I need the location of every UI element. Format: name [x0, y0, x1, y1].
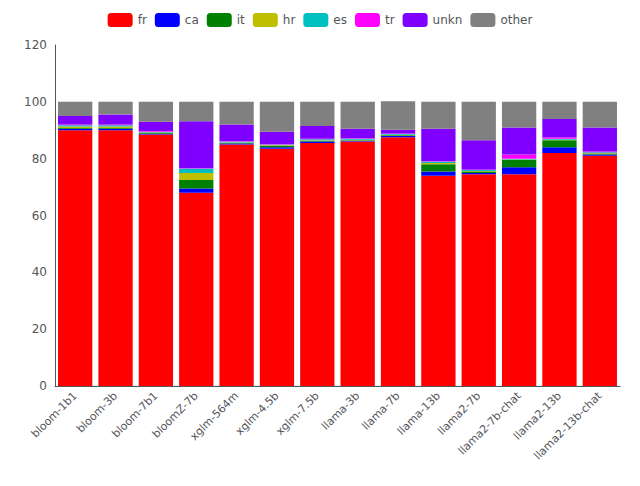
svg-text:llama2-13b-chat: llama2-13b-chat: [531, 389, 604, 462]
svg-text:llama-13b: llama-13b: [394, 389, 443, 438]
svg-text:llama-3b: llama-3b: [319, 389, 362, 432]
svg-text:bloom-7b1: bloom-7b1: [109, 389, 161, 441]
svg-text:es: es: [333, 13, 347, 27]
svg-text:0: 0: [39, 379, 47, 393]
svg-text:tr: tr: [385, 13, 395, 27]
svg-text:bloom-3b: bloom-3b: [74, 389, 121, 436]
svg-text:xglm-4.5b: xglm-4.5b: [233, 389, 282, 438]
svg-text:100: 100: [24, 95, 47, 109]
svg-text:llama-7b: llama-7b: [359, 389, 403, 433]
svg-text:20: 20: [32, 322, 47, 336]
svg-text:40: 40: [32, 265, 47, 279]
svg-text:xglm-564m: xglm-564m: [188, 389, 242, 443]
svg-text:it: it: [237, 13, 245, 27]
svg-text:fr: fr: [138, 13, 147, 27]
svg-text:bloom-1b1: bloom-1b1: [29, 389, 80, 440]
svg-text:bloomZ-7b: bloomZ-7b: [149, 389, 201, 441]
svg-text:ca: ca: [185, 13, 199, 27]
svg-text:60: 60: [32, 209, 47, 223]
svg-text:llama2-7b-chat: llama2-7b-chat: [456, 389, 525, 458]
svg-text:xglm-7.5b: xglm-7.5b: [273, 389, 322, 438]
svg-text:120: 120: [24, 38, 47, 52]
svg-text:80: 80: [32, 152, 47, 166]
svg-text:other: other: [500, 13, 532, 27]
svg-text:unkn: unkn: [433, 13, 463, 27]
svg-text:hr: hr: [283, 13, 296, 27]
